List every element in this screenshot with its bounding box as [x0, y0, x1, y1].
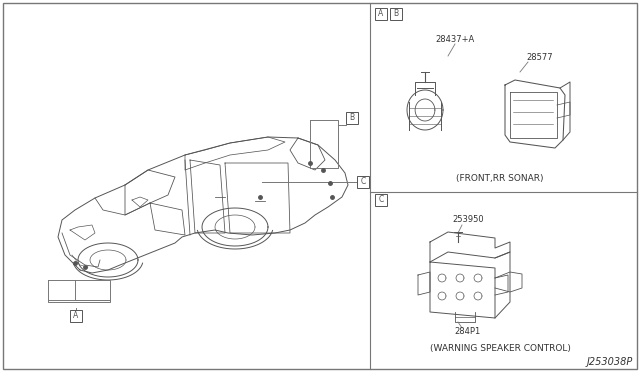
- Text: 284P1: 284P1: [455, 327, 481, 337]
- Bar: [375, 194, 387, 206]
- Text: 28437+A: 28437+A: [435, 35, 475, 45]
- Text: A: A: [378, 10, 383, 19]
- Bar: [375, 8, 387, 20]
- Text: C: C: [360, 177, 365, 186]
- Bar: [390, 8, 402, 20]
- Text: (WARNING SPEAKER CONTROL): (WARNING SPEAKER CONTROL): [429, 343, 570, 353]
- Text: A: A: [74, 311, 79, 321]
- Text: C: C: [378, 196, 383, 205]
- Text: B: B: [349, 113, 355, 122]
- Bar: [346, 112, 358, 124]
- Text: B: B: [394, 10, 399, 19]
- Bar: [70, 310, 82, 322]
- Text: 28577: 28577: [527, 54, 554, 62]
- Text: 253950: 253950: [452, 215, 484, 224]
- Text: (FRONT,RR SONAR): (FRONT,RR SONAR): [456, 173, 544, 183]
- Text: J253038P: J253038P: [587, 357, 633, 367]
- Bar: [357, 176, 369, 188]
